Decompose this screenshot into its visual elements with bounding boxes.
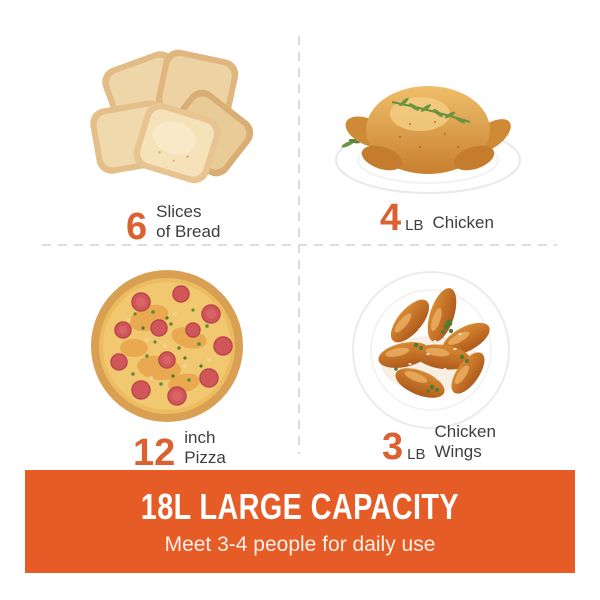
wings-unit: LB [407, 445, 426, 463]
pizza-label: inch Pizza [184, 428, 226, 468]
chicken-wings-image [352, 271, 510, 429]
roast-chicken-image [335, 86, 521, 194]
banner-subtitle: Meet 3-4 people for daily use [164, 532, 436, 556]
wings-caption: 3 LB Chicken Wings [382, 422, 496, 469]
chicken-label: Chicken [432, 213, 494, 233]
bread-slices-image [90, 49, 254, 184]
banner-title: 18L LARGE CAPACITY [140, 485, 460, 527]
wings-label: Chicken Wings [434, 422, 496, 462]
chicken-caption: 4 LB Chicken [380, 197, 494, 239]
bread-count: 6 [126, 206, 148, 249]
chicken-count: 4 [380, 197, 402, 239]
capacity-banner: 18L LARGE CAPACITY Meet 3-4 people for d… [25, 470, 575, 573]
wings-count: 3 [382, 426, 404, 469]
pepperoni-pizza-image [91, 270, 243, 422]
bread-caption: 6 Slices of Bread [126, 202, 221, 249]
pizza-caption: 12 inch Pizza [133, 428, 226, 475]
pizza-count: 12 [133, 432, 176, 475]
bread-label: Slices of Bread [156, 202, 221, 242]
chicken-unit: LB [405, 216, 424, 234]
vertical-divider [298, 36, 300, 454]
